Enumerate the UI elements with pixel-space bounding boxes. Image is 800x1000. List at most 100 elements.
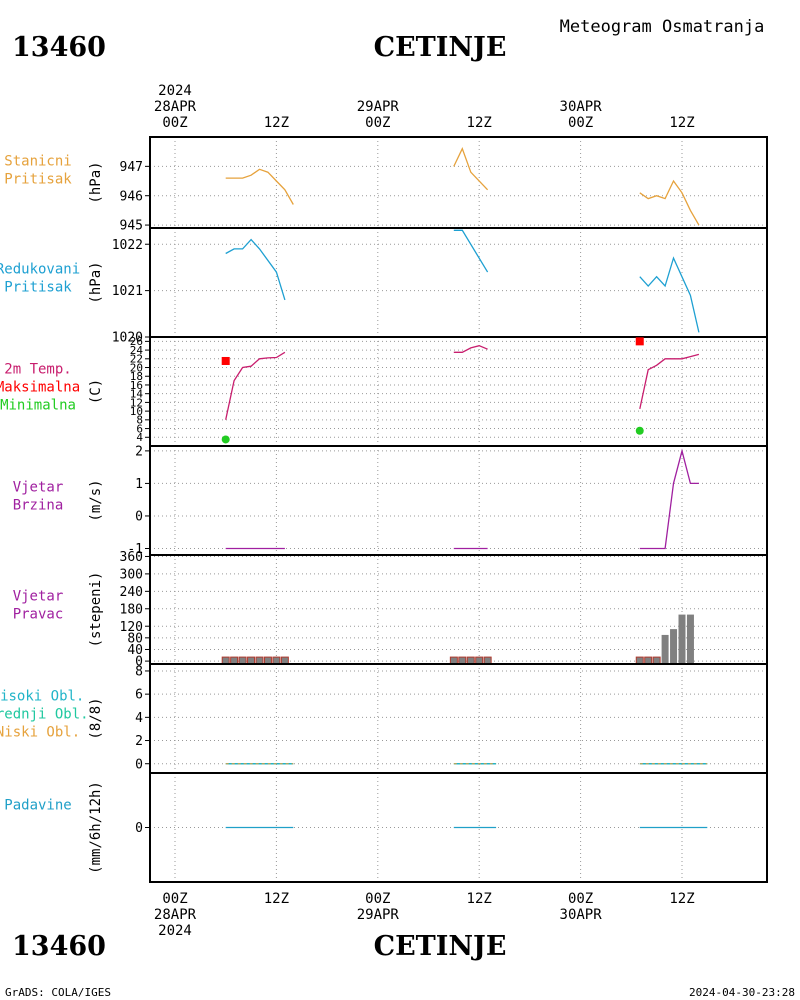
panel-reduced_pressure: 1020 1021 1022 (hPa) Redukovani Pritisak [0, 227, 768, 346]
panel-label: Brzina [13, 498, 64, 514]
panel-station_pressure: 945 946 947 (hPa) Stanicni Pritisak [4, 136, 768, 234]
y-tick-label: 947 [120, 160, 143, 175]
wind-direction-bar [661, 634, 669, 664]
wind-direction-bar [255, 656, 264, 664]
series-line [225, 351, 286, 420]
time-label-bottom: 00Z [365, 891, 390, 907]
series-line [639, 353, 700, 410]
station-name-bottom: CETINJE [374, 931, 507, 962]
y-tick-label: 240 [120, 585, 143, 600]
y-tick-label: 24 [130, 344, 144, 357]
wind-direction-bar [247, 656, 256, 664]
panel-label: Pravac [13, 607, 64, 623]
time-label-top: 2024 [158, 83, 192, 99]
time-label-bottom: 12Z [467, 891, 492, 907]
panel-label: Vjetar [13, 589, 64, 605]
y-tick-label: 180 [120, 602, 143, 617]
y-axis-label: (C) [88, 379, 104, 404]
y-tick-label: 946 [120, 189, 143, 204]
y-tick-label: 1020 [112, 331, 143, 346]
panel-label: Minimalna [0, 398, 76, 414]
wind-direction-bar [670, 629, 678, 664]
time-label-bottom: 28APR [154, 907, 197, 923]
wind-direction-bar [280, 656, 289, 664]
panel-label: 2m Temp. [4, 362, 71, 378]
footer-timestamp: 2024-04-30-23:28 [689, 986, 795, 999]
y-tick-label: 945 [120, 219, 143, 234]
panel-wind_speed: -1 0 1 2 (m/s) Vjetar Brzina [13, 444, 768, 557]
y-axis-label: (hPa) [88, 161, 104, 203]
wind-direction-bar [458, 656, 467, 664]
y-tick-label: 12 [130, 396, 143, 409]
panel-data [221, 614, 694, 664]
panel-label: Redukovani [0, 262, 80, 278]
panel-label: Vjetar [13, 480, 64, 496]
wind-direction-bar [483, 656, 492, 664]
wind-direction-bar [449, 656, 458, 664]
y-tick-label: 6 [136, 422, 143, 435]
panel-frame [149, 445, 768, 556]
panel-label: Padavine [4, 798, 71, 814]
panel-label: Visoki Obl. [0, 689, 84, 705]
time-label-top: 00Z [365, 115, 390, 131]
wind-direction-bar [272, 656, 281, 664]
y-tick-label: 20 [130, 361, 143, 374]
panel-data [225, 147, 700, 226]
y-tick-label: 8 [135, 665, 143, 680]
tmax-marker [221, 356, 230, 365]
y-tick-label: 14 [130, 388, 144, 401]
wind-direction-bar [230, 656, 239, 664]
panel-label: Pritisak [4, 280, 72, 296]
y-tick-label: 18 [130, 370, 143, 383]
time-label-top: 29APR [357, 99, 400, 115]
time-label-top: 30APR [560, 99, 603, 115]
y-tick-label: 300 [120, 567, 143, 582]
y-tick-label: -1 [127, 542, 143, 557]
y-tick-label: 26 [130, 335, 143, 348]
wind-direction-bar [652, 656, 661, 664]
y-tick-label: 2 [135, 734, 143, 749]
y-tick-label: 6 [135, 688, 143, 703]
time-label-bottom: 12Z [264, 891, 289, 907]
panel-precipitation: 0 (mm/6h/12h) Padavine [4, 772, 768, 883]
time-label-bottom: 00Z [162, 891, 187, 907]
y-axis-label: (8/8) [88, 697, 104, 739]
panel-frame [149, 663, 768, 774]
y-tick-label: 1 [135, 477, 143, 492]
time-label-top: 12Z [669, 115, 694, 131]
tmax-marker [635, 337, 644, 346]
time-label-bottom: 00Z [568, 891, 593, 907]
series-line [639, 448, 699, 550]
y-tick-label: 4 [135, 711, 143, 726]
y-axis-label: (hPa) [88, 261, 104, 303]
time-label-bottom: 12Z [669, 891, 694, 907]
time-label-top: 00Z [568, 115, 593, 131]
time-label-bottom: 30APR [560, 907, 603, 923]
panel-frame [149, 772, 768, 883]
series-line [453, 147, 489, 191]
panel-label: Srednji Obl. [0, 707, 89, 723]
wind-direction-bar [644, 656, 653, 664]
y-tick-label: 360 [120, 550, 143, 565]
y-axis-label: (m/s) [88, 479, 104, 521]
wind-direction-bar [238, 656, 247, 664]
series-line [639, 256, 700, 333]
wind-direction-bar [686, 614, 694, 664]
series-line [225, 168, 294, 205]
y-tick-label: 120 [120, 620, 143, 635]
time-label-bottom: 29APR [357, 907, 400, 923]
y-tick-label: 0 [135, 510, 143, 525]
y-axis-label: (mm/6h/12h) [88, 781, 104, 874]
y-tick-label: 1021 [112, 284, 143, 299]
series-line [639, 179, 700, 226]
panel-cloud_cover: 0 2 4 6 8 (8/8)Visoki Obl. Srednji Obl. Niski O… [0, 663, 768, 774]
panel-label: Maksimalna [0, 380, 80, 396]
y-tick-label: 0 [135, 757, 143, 772]
y-tick-label: 1022 [112, 238, 143, 253]
y-tick-label: 0 [135, 655, 143, 670]
wind-direction-bar [475, 656, 484, 664]
wind-direction-bar [466, 656, 475, 664]
time-label-bottom: 2024 [158, 923, 192, 939]
time-label-top: 28APR [154, 99, 197, 115]
